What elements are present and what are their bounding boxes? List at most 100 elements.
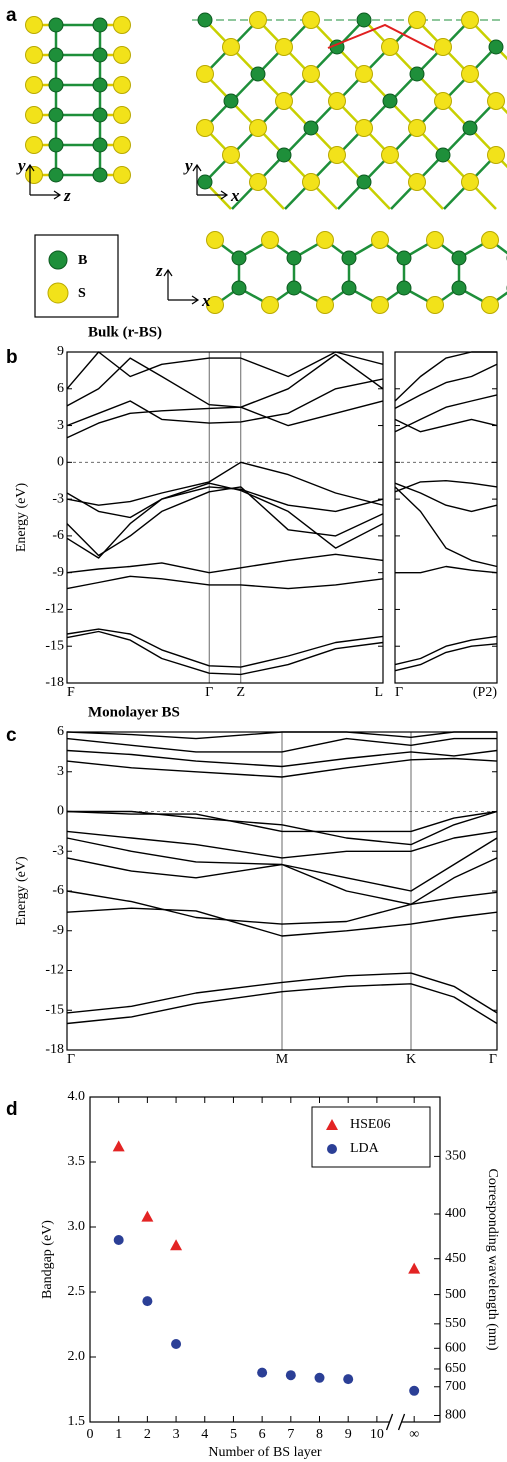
x-tick-label: 2 <box>144 1427 151 1442</box>
y-tick-label: -9 <box>52 923 64 938</box>
band <box>394 486 498 568</box>
boron-atom <box>286 280 302 296</box>
sulfur-atom <box>434 38 452 56</box>
band <box>394 394 498 433</box>
boron-atom <box>231 250 247 266</box>
legend-marker <box>326 1119 338 1130</box>
marker <box>141 1210 154 1222</box>
sulfur-atom <box>316 296 334 314</box>
x-tick-label: K <box>406 1052 416 1067</box>
sulfur-atom <box>249 119 267 137</box>
y-tick-label: 4.0 <box>68 1089 86 1104</box>
y-tick-label: 2.0 <box>68 1349 86 1364</box>
sulfur-atom <box>302 65 320 83</box>
boron-atom <box>451 280 467 296</box>
plot-frame <box>89 1096 441 1423</box>
band <box>394 482 498 513</box>
panel-title: Bulk (r-BS) <box>88 324 162 340</box>
marker <box>113 1235 124 1245</box>
boron-atom <box>92 167 108 183</box>
boron-atom <box>92 77 108 93</box>
band <box>66 628 384 668</box>
boron-atom <box>197 12 213 28</box>
sulfur-atom <box>302 11 320 29</box>
axis-letter: z <box>63 186 71 205</box>
boron-atom <box>286 250 302 266</box>
lattice-vector <box>327 23 435 51</box>
y-tick-label: 9 <box>57 344 64 359</box>
band <box>66 907 498 937</box>
sulfur-atom <box>426 231 444 249</box>
y-tick-label: -15 <box>45 1002 64 1017</box>
y-axis-label: Energy (eV) <box>14 483 29 553</box>
boron-atom <box>197 174 213 190</box>
boron-atom <box>396 250 412 266</box>
sulfur-atom <box>222 38 240 56</box>
sulfur-atom <box>328 146 346 164</box>
y2-tick-label: 550 <box>445 1316 466 1331</box>
band <box>66 890 498 925</box>
boron-atom <box>409 66 425 82</box>
x-tick-label: 5 <box>230 1427 237 1442</box>
boron-atom <box>396 280 412 296</box>
structure-diagram <box>25 11 507 314</box>
boron-atom <box>231 280 247 296</box>
sulfur-atom <box>222 146 240 164</box>
sulfur-atom <box>261 231 279 249</box>
panel-label: a <box>6 5 17 26</box>
boron-atom <box>276 147 292 163</box>
marker <box>142 1296 153 1307</box>
band <box>66 400 384 439</box>
boron-atom <box>92 47 108 63</box>
marker <box>257 1367 268 1378</box>
sulfur-atom <box>408 119 426 137</box>
axis-arrow <box>163 268 200 305</box>
y-tick-label: 0 <box>57 804 64 819</box>
x-tick-label: 1 <box>115 1427 122 1442</box>
boron-atom <box>356 12 372 28</box>
x-tick-label: 0 <box>87 1427 94 1442</box>
panel-label: d <box>6 1099 18 1120</box>
sulfur-atom <box>275 38 293 56</box>
panel-label: b <box>6 347 18 368</box>
x-tick-label: 10 <box>370 1427 384 1442</box>
y-tick-label: 3 <box>57 764 64 779</box>
panel-label: c <box>6 725 17 746</box>
sulfur-atom <box>408 173 426 191</box>
band <box>394 418 498 433</box>
sulfur-atom <box>381 38 399 56</box>
boron-atom <box>341 280 357 296</box>
marker <box>171 1339 182 1349</box>
y-tick-label: -15 <box>45 638 64 653</box>
y-tick-label: 1.5 <box>68 1414 86 1429</box>
x-tick-label: (P2) <box>473 685 497 700</box>
legend-label: LDA <box>350 1141 380 1156</box>
legend-box <box>311 1106 431 1168</box>
band <box>66 486 384 519</box>
sulfur-atom <box>113 106 131 124</box>
boron-atom <box>488 39 504 55</box>
boron-atom <box>303 120 319 136</box>
y-tick-label: 3 <box>57 418 64 433</box>
band <box>66 830 498 859</box>
band <box>66 972 498 1014</box>
sulfur-atom <box>249 11 267 29</box>
y-tick-label: -18 <box>45 1042 64 1057</box>
sulfur-atom <box>113 136 131 154</box>
y-tick-label: -3 <box>52 843 64 858</box>
boron-atom <box>356 174 372 190</box>
sulfur-atom <box>461 173 479 191</box>
band <box>66 461 384 506</box>
band <box>395 565 498 574</box>
legend-atom <box>48 250 68 270</box>
band <box>66 353 384 408</box>
marker <box>170 1239 183 1251</box>
x-tick-label: F <box>67 685 75 700</box>
sulfur-atom <box>25 46 43 64</box>
boron-atom <box>341 250 357 266</box>
sulfur-atom <box>371 296 389 314</box>
plot-frame <box>66 351 384 684</box>
sulfur-atom <box>481 296 499 314</box>
axis-arrow <box>25 163 62 200</box>
sulfur-atom <box>408 11 426 29</box>
